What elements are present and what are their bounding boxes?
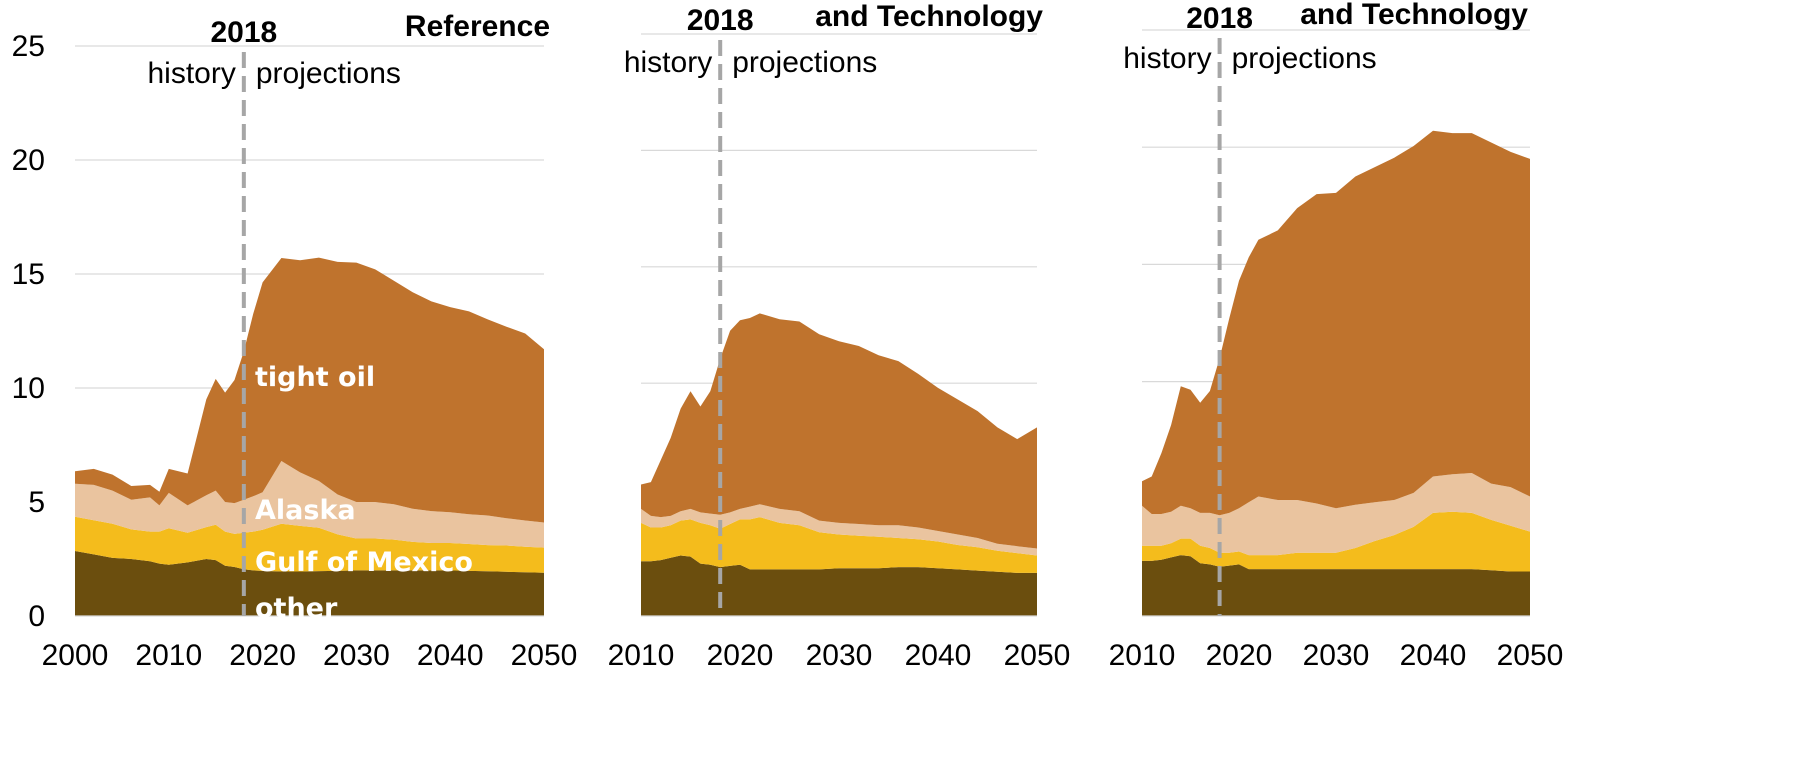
y-tick-label: 10	[12, 372, 45, 405]
divider-2018-label: 2018	[687, 4, 754, 37]
series-area-tight-oil	[641, 313, 1037, 549]
series-area-alaska	[1142, 473, 1530, 556]
panel-title: Reference	[405, 10, 550, 43]
series-area-gulf-of-mexico	[1142, 511, 1530, 572]
series-area-other	[1142, 555, 1530, 616]
x-tick-label: 2010	[135, 639, 202, 672]
x-tick-label: 2030	[1303, 639, 1370, 672]
annotation-alaska: Alaska	[255, 495, 356, 526]
x-tick-label: 2010	[1109, 639, 1176, 672]
series-area-alaska	[75, 461, 544, 548]
series-annotations: tight oil Alaska Gulf of Mexico other	[255, 362, 473, 624]
series-area-gulf-of-mexico	[641, 517, 1037, 573]
series-area-other	[75, 551, 544, 616]
x-tick-label: 2040	[1400, 639, 1467, 672]
x-tick-label: 2050	[511, 639, 578, 672]
chart-panel-3: 2018 history projections and Technology 2010…	[1109, 0, 1564, 672]
series-area-tight-oil	[75, 257, 544, 523]
projections-label: projections	[256, 57, 401, 90]
x-tick-label: 2050	[1004, 639, 1071, 672]
y-tick-label: 0	[28, 600, 45, 633]
panel-title: and Technology	[815, 0, 1043, 33]
y-tick-label: 5	[28, 486, 45, 519]
y-tick-label: 20	[12, 144, 45, 177]
x-tick-label: 2020	[707, 639, 774, 672]
history-label: history	[624, 46, 712, 79]
y-tick-label: 25	[12, 30, 45, 63]
series-area-tight-oil	[1142, 130, 1530, 516]
history-label: history	[1123, 42, 1211, 75]
series-area-alaska	[641, 504, 1037, 556]
panel-title: and Technology	[1300, 0, 1528, 31]
x-tick-label: 2030	[323, 639, 390, 672]
history-label: history	[147, 57, 235, 90]
annotation-tight-oil: tight oil	[255, 362, 375, 393]
series-area-other	[641, 555, 1037, 616]
x-tick-label: 2020	[229, 639, 296, 672]
x-tick-label: 2040	[417, 639, 484, 672]
chart-panel-2: 2018 history projections and Technology 2010…	[608, 0, 1071, 672]
projections-label: projections	[732, 46, 877, 79]
projections-label: projections	[1232, 42, 1377, 75]
annotation-other: other	[255, 593, 338, 624]
x-tick-label: 2050	[1497, 639, 1564, 672]
series-area-gulf-of-mexico	[75, 516, 544, 573]
divider-2018-label: 2018	[210, 16, 277, 49]
x-tick-label: 2000	[42, 639, 109, 672]
annotation-gulf-of-mexico: Gulf of Mexico	[255, 547, 473, 578]
x-tick-label: 2030	[806, 639, 873, 672]
y-tick-label: 15	[12, 258, 45, 291]
x-tick-label: 2020	[1206, 639, 1273, 672]
x-tick-label: 2040	[905, 639, 972, 672]
x-tick-label: 2010	[608, 639, 675, 672]
divider-2018-label: 2018	[1186, 2, 1253, 35]
